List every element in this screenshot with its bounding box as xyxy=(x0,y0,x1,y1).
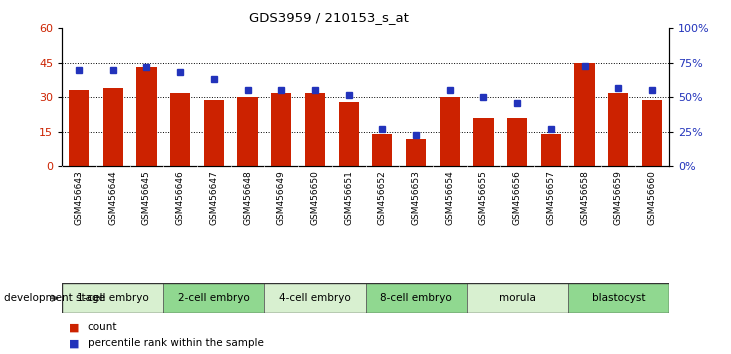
Text: count: count xyxy=(88,322,117,332)
Text: ■: ■ xyxy=(69,322,80,332)
Text: development stage: development stage xyxy=(4,293,105,303)
Text: GSM456660: GSM456660 xyxy=(648,170,656,225)
Bar xyxy=(507,118,527,166)
Bar xyxy=(102,88,123,166)
Text: 1-cell embryo: 1-cell embryo xyxy=(77,293,148,303)
Bar xyxy=(608,93,629,166)
Text: GSM456648: GSM456648 xyxy=(243,170,252,225)
Text: blastocyst: blastocyst xyxy=(591,293,645,303)
Text: 4-cell embryo: 4-cell embryo xyxy=(279,293,351,303)
Bar xyxy=(372,134,393,166)
Bar xyxy=(170,93,190,166)
Text: GSM456656: GSM456656 xyxy=(512,170,522,225)
FancyBboxPatch shape xyxy=(366,283,466,313)
Text: GSM456657: GSM456657 xyxy=(546,170,556,225)
Text: GSM456651: GSM456651 xyxy=(344,170,353,225)
Text: percentile rank within the sample: percentile rank within the sample xyxy=(88,338,264,348)
Text: GSM456653: GSM456653 xyxy=(412,170,420,225)
Bar xyxy=(204,100,224,166)
FancyBboxPatch shape xyxy=(568,283,669,313)
Text: ■: ■ xyxy=(69,338,80,348)
Text: morula: morula xyxy=(499,293,536,303)
Text: 2-cell embryo: 2-cell embryo xyxy=(178,293,250,303)
Bar xyxy=(439,97,460,166)
Text: GSM456646: GSM456646 xyxy=(175,170,185,225)
Bar xyxy=(238,97,257,166)
FancyBboxPatch shape xyxy=(466,283,568,313)
Text: GSM456650: GSM456650 xyxy=(311,170,319,225)
Bar xyxy=(406,139,426,166)
Text: GSM456649: GSM456649 xyxy=(277,170,286,225)
Bar xyxy=(474,118,493,166)
Bar xyxy=(642,100,662,166)
Text: 8-cell embryo: 8-cell embryo xyxy=(380,293,452,303)
Bar xyxy=(69,91,89,166)
Text: GSM456659: GSM456659 xyxy=(614,170,623,225)
Bar xyxy=(338,102,359,166)
Text: GSM456652: GSM456652 xyxy=(378,170,387,225)
Bar xyxy=(271,93,292,166)
Bar xyxy=(575,63,595,166)
Text: GDS3959 / 210153_s_at: GDS3959 / 210153_s_at xyxy=(249,11,409,24)
FancyBboxPatch shape xyxy=(62,283,163,313)
Text: GSM456654: GSM456654 xyxy=(445,170,454,225)
Text: GSM456644: GSM456644 xyxy=(108,170,117,224)
Bar xyxy=(136,67,156,166)
Text: GSM456643: GSM456643 xyxy=(75,170,83,225)
FancyBboxPatch shape xyxy=(265,283,366,313)
Text: GSM456645: GSM456645 xyxy=(142,170,151,225)
Text: GSM456647: GSM456647 xyxy=(209,170,219,225)
Text: GSM456655: GSM456655 xyxy=(479,170,488,225)
Bar xyxy=(305,93,325,166)
Bar xyxy=(541,134,561,166)
FancyBboxPatch shape xyxy=(163,283,265,313)
Text: GSM456658: GSM456658 xyxy=(580,170,589,225)
